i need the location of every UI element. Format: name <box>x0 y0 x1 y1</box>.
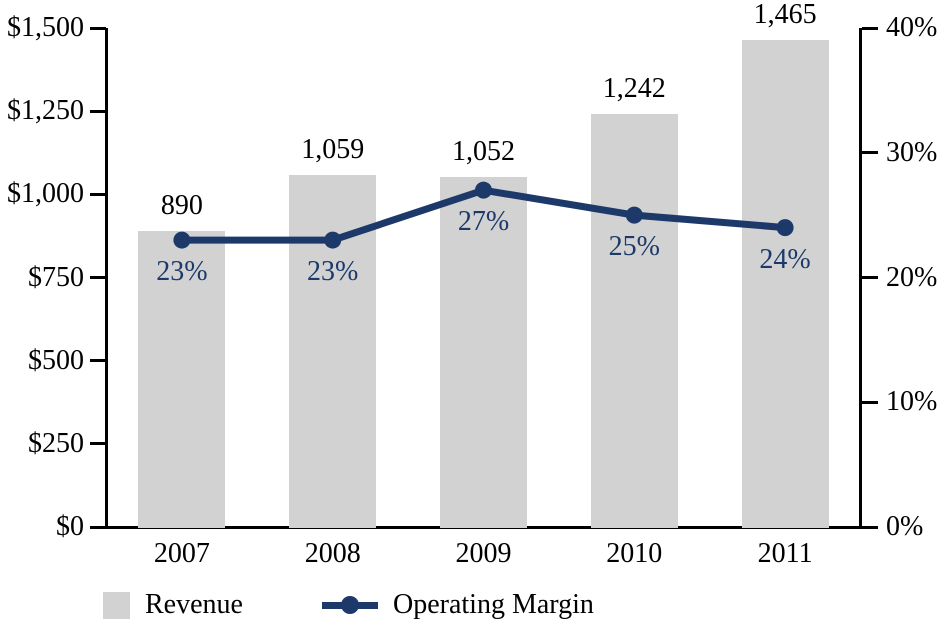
margin-value-label-2009: 27% <box>457 206 510 238</box>
x-axis-label-2011: 2011 <box>757 538 813 569</box>
operating-margin-marker-icon <box>322 596 378 614</box>
margin-value-label-2007: 23% <box>156 256 208 288</box>
y-axis-right-line <box>859 28 862 529</box>
y-axis-right-label-1: 30% <box>886 136 938 168</box>
legend-label-operating-margin: Operating Margin <box>393 589 594 620</box>
legend-label-revenue: Revenue <box>145 589 243 620</box>
margin-value-label-2008: 23% <box>307 256 359 288</box>
x-axis-label-2009: 2009 <box>455 538 512 569</box>
y-axis-right-tick-2 <box>862 276 878 279</box>
y-axis-right-tick-3 <box>862 400 878 404</box>
y-axis-left-label-6: $0 <box>56 511 84 542</box>
y-axis-left-label-3: $750 <box>28 261 84 293</box>
y-axis-right-tick-1 <box>862 151 878 155</box>
revenue-swatch-icon <box>103 591 130 619</box>
y-axis-right-label-0: 40% <box>886 12 938 43</box>
y-axis-left-tick-0 <box>90 26 106 30</box>
y-axis-right-label-3: 10% <box>886 386 938 418</box>
bar-value-label-2011: 1,465 <box>753 0 817 30</box>
bar-value-label-2008: 1,059 <box>301 133 365 165</box>
y-axis-left-label-2: $1,000 <box>7 178 84 210</box>
margin-value-label-2011: 24% <box>759 243 811 275</box>
y-axis-left-label-1: $1,250 <box>7 95 84 127</box>
y-axis-right-tick-0 <box>862 26 878 30</box>
bar-2011 <box>741 39 829 528</box>
y-axis-left-tick-3 <box>90 276 106 279</box>
y-axis-left-label-0: $1,500 <box>7 12 84 43</box>
y-axis-left-tick-2 <box>90 192 106 196</box>
bar-value-label-2007: 890 <box>160 189 203 221</box>
y-axis-right-label-4: 0% <box>886 511 924 542</box>
margin-value-label-2010: 25% <box>608 231 660 263</box>
x-axis-label-2008: 2008 <box>304 538 361 569</box>
y-axis-left-label-5: $250 <box>28 427 84 459</box>
legend: Revenue Operating Margin <box>0 586 944 624</box>
y-axis-left-tick-6 <box>90 525 106 529</box>
y-axis-right-tick-4 <box>862 525 878 529</box>
y-axis-left-label-4: $500 <box>28 344 84 376</box>
legend-item-operating-margin: Operating Margin <box>322 586 594 624</box>
y-axis-left-tick-4 <box>90 359 106 363</box>
bar-value-label-2009: 1,052 <box>452 136 515 168</box>
x-axis-label-2010: 2010 <box>606 538 663 569</box>
bar-2010 <box>590 113 678 528</box>
x-axis-label-2007: 2007 <box>153 538 210 569</box>
bar-2007 <box>138 230 226 528</box>
bar-2008 <box>289 174 377 528</box>
y-axis-left-tick-1 <box>90 109 106 113</box>
legend-item-revenue: Revenue <box>103 586 243 624</box>
operating-margin-marker-dot <box>341 596 359 614</box>
y-axis-right-label-2: 20% <box>886 261 938 293</box>
y-axis-left-line <box>105 28 108 529</box>
bar-value-label-2010: 1,242 <box>602 72 666 104</box>
y-axis-left-tick-5 <box>90 442 106 446</box>
